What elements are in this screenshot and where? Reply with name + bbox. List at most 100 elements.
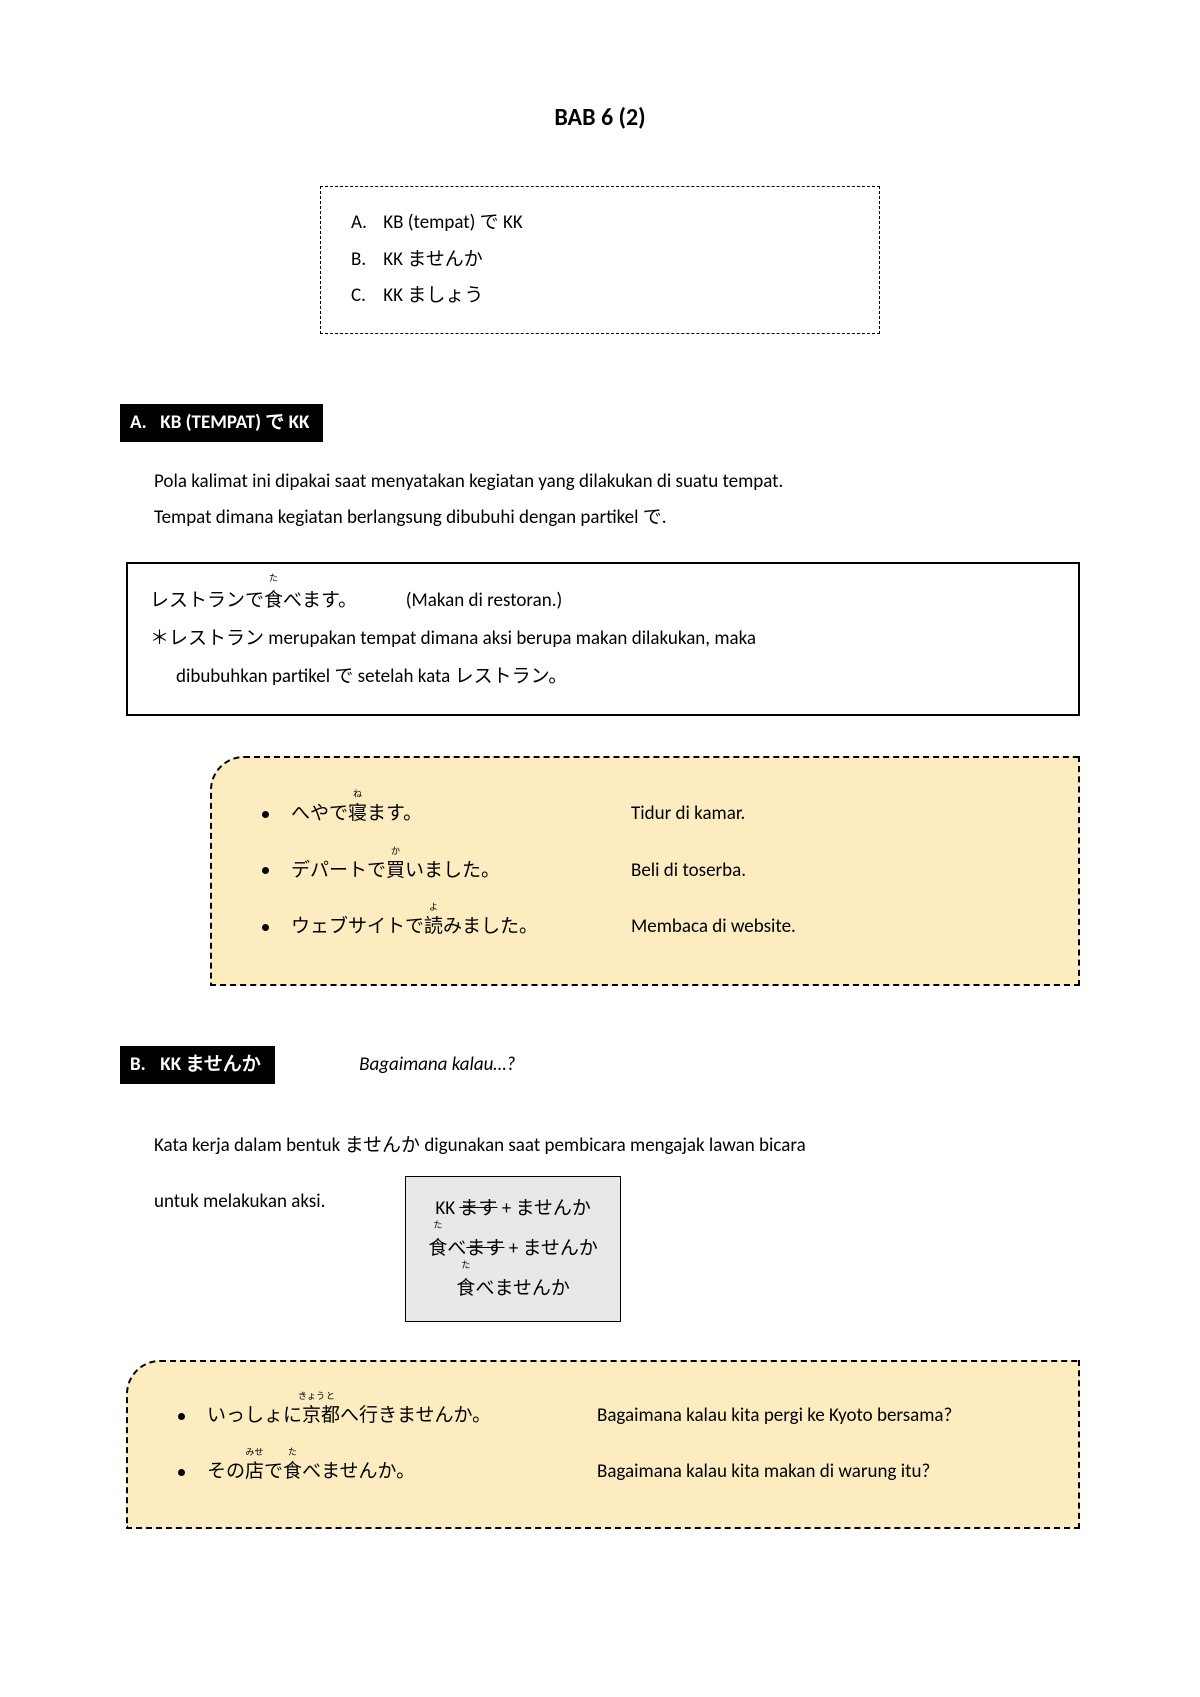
jp-text: いました。 — [405, 859, 500, 882]
ruby-base: 都 — [321, 1404, 340, 1427]
body-line: Tempat dimana kegiatan berlangsung dibub… — [154, 506, 667, 529]
jp-text: べます。 — [283, 589, 357, 612]
jp-text: ます。 — [367, 802, 422, 825]
translation: (Makan di restoran.) — [406, 589, 563, 612]
ruby: た食 — [264, 582, 283, 620]
ruby-base: 食 — [264, 589, 283, 612]
bullet-icon — [178, 1413, 185, 1420]
ruby: きょう京 — [302, 1402, 321, 1431]
bullet-icon — [178, 1469, 185, 1476]
translation: Membaca di website. — [631, 913, 796, 942]
strike-text: ます — [466, 1237, 504, 1260]
jp-text: いっしょに — [207, 1404, 302, 1427]
ruby-base: 食 — [283, 1460, 302, 1483]
bullet-icon — [262, 867, 269, 874]
jp-text: みました。 — [443, 915, 538, 938]
ruby-base: 寝 — [348, 802, 367, 825]
conjug-text: + ませんか — [504, 1237, 597, 1260]
furigana: ね — [353, 788, 362, 802]
ruby: ね寝 — [348, 800, 367, 829]
jp-column: デパートでか買いました。 — [291, 857, 631, 886]
sample-box: へやでね寝ます。 Tidur di kamar. デパートでか買いました。 Be… — [210, 756, 1080, 986]
furigana: た — [433, 1217, 442, 1236]
sample-row: そのみせ店でた食べませんか。 Bagaimana kalau kita maka… — [178, 1444, 1038, 1501]
translation: Bagaimana kalau kita pergi ke Kyoto bers… — [597, 1402, 952, 1431]
section-b-body: Kata kerja dalam bentuk ませんか digunakan s… — [154, 1128, 1080, 1164]
furigana: た — [461, 1257, 470, 1276]
ruby: と都 — [321, 1402, 340, 1431]
section-a: A. KB (TEMPAT) で KK Pola kalimat ini dip… — [120, 404, 1080, 986]
bullet-icon — [262, 811, 269, 818]
translation: Bagaimana kalau kita makan di warung itu… — [597, 1458, 930, 1487]
sample-row: デパートでか買いました。 Beli di toserba. — [262, 843, 1038, 900]
toc-label: B. — [351, 246, 379, 275]
strike-text: ます — [459, 1197, 497, 1220]
body-line: untuk melakukan aksi. — [154, 1182, 325, 1217]
section-b: B. KK ませんか Bagaimana kalau…? Kata kerja … — [120, 1046, 1080, 1529]
page-title: BAB 6 (2) — [120, 100, 1080, 136]
jp-text: その — [207, 1460, 245, 1483]
ruby: よ読 — [424, 913, 443, 942]
ruby: か買 — [386, 857, 405, 886]
jp-text: で — [264, 1460, 283, 1483]
sample-row: ウェブサイトでよ読みました。 Membaca di website. — [262, 899, 1038, 956]
jp-column: いっしょにきょう京と都へ行きませんか。 — [207, 1402, 597, 1431]
translation: Beli di toserba. — [631, 857, 746, 886]
jp-column: ウェブサイトでよ読みました。 — [291, 913, 631, 942]
para-row: untuk melakukan aksi. KK ます + ませんか た食べます… — [154, 1182, 1080, 1322]
furigana: か — [391, 845, 400, 859]
furigana: た — [288, 1446, 297, 1460]
furigana: と — [326, 1390, 335, 1404]
toc-label: C. — [351, 282, 379, 311]
ruby-base: 食 — [456, 1277, 475, 1300]
heading-label: A. — [130, 409, 156, 438]
example-note: dibubuhkan partikel で setelah kata レストラン… — [150, 658, 1056, 696]
translation: Tidur di kamar. — [631, 800, 745, 829]
section-a-body: Pola kalimat ini dipakai saat menyatakan… — [154, 464, 1080, 536]
ruby-base: 読 — [424, 915, 443, 938]
toc-text: KK ましょう — [383, 284, 483, 307]
body-line: Kata kerja dalam bentuk ませんか digunakan s… — [154, 1134, 806, 1157]
furigana: みせ — [246, 1446, 264, 1460]
ruby-base: 買 — [386, 859, 405, 882]
ruby: みせ店 — [245, 1458, 264, 1487]
bullet-icon — [262, 924, 269, 931]
jp-text: べませんか。 — [302, 1460, 415, 1483]
toc-item: B. KK ませんか — [351, 242, 849, 279]
heading-text: KK ませんか — [160, 1053, 261, 1076]
sample-box: いっしょにきょう京と都へ行きませんか。 Bagaimana kalau kita… — [126, 1360, 1080, 1529]
heading-text: KB (TEMPAT) で KK — [160, 411, 309, 434]
example-note: ＊レストラン merupakan tempat dimana aksi beru… — [150, 620, 1056, 658]
sample-row: いっしょにきょう京と都へ行きませんか。 Bagaimana kalau kita… — [178, 1388, 1038, 1445]
heading-label: B. — [130, 1051, 156, 1080]
conjug-text: + ませんか — [497, 1197, 590, 1220]
body-line: Pola kalimat ini dipakai saat menyatakan… — [154, 470, 783, 493]
furigana: よ — [429, 901, 438, 915]
jp-text: レストランで — [150, 589, 264, 612]
furigana: た — [269, 570, 278, 588]
ruby-base: 京 — [302, 1404, 321, 1427]
ruby: た食 — [283, 1458, 302, 1487]
jp-text: ウェブサイトで — [291, 915, 424, 938]
toc-box: A. KB (tempat) で KK B. KK ませんか C. KK ましょ… — [320, 186, 880, 334]
toc-item: C. KK ましょう — [351, 278, 849, 315]
toc-text: KB (tempat) で KK — [383, 211, 522, 234]
conjug-line: KK ます + ませんか — [428, 1189, 598, 1229]
jp-column: へやでね寝ます。 — [291, 800, 631, 829]
ruby-base: 店 — [245, 1460, 264, 1483]
jp-column: そのみせ店でた食べませんか。 — [207, 1458, 597, 1487]
conjug-line: た食べませんか — [428, 1269, 598, 1309]
jp-text: へ行きませんか。 — [340, 1404, 491, 1427]
ruby: た食 — [456, 1269, 475, 1309]
example-box: レストランでた食べます。 (Makan di restoran.) ＊レストラン… — [126, 562, 1080, 716]
ruby: た食 — [428, 1229, 447, 1269]
ruby-base: 食 — [428, 1237, 447, 1260]
conjug-text: べませんか — [475, 1277, 569, 1300]
toc-item: A. KB (tempat) で KK — [351, 205, 849, 242]
heading-note: Bagaimana kalau…? — [359, 1053, 515, 1076]
conjugation-box: KK ます + ませんか た食べます + ませんか た食べませんか — [405, 1176, 621, 1322]
example-line: レストランでた食べます。 (Makan di restoran.) — [150, 582, 1056, 620]
toc-label: A. — [351, 209, 379, 238]
toc-text: KK ませんか — [383, 248, 482, 271]
section-a-heading: A. KB (TEMPAT) で KK — [120, 404, 323, 443]
